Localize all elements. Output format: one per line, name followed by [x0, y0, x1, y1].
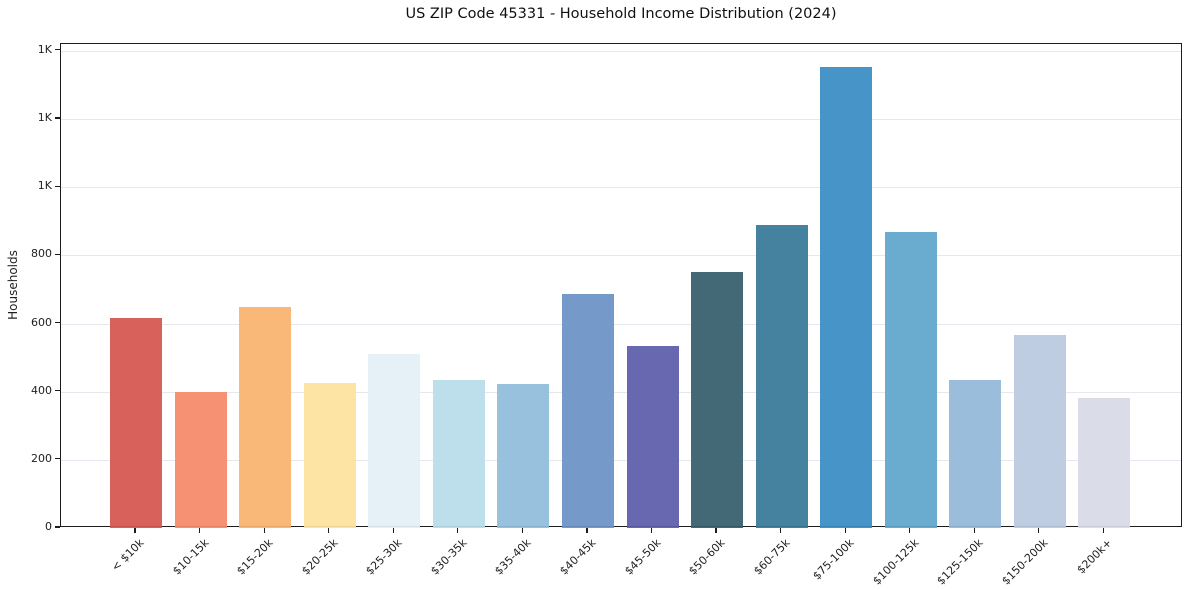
gridline	[61, 459, 1181, 461]
y-tick-mark	[55, 185, 60, 187]
gridline	[61, 255, 1181, 257]
x-tick-label: $15-20k	[234, 536, 276, 578]
y-tick-label: 1K	[37, 42, 52, 56]
bar	[174, 392, 227, 528]
bar	[626, 346, 679, 528]
y-tick-mark	[55, 49, 60, 51]
bar	[884, 231, 937, 528]
x-tick-label: < $10k	[108, 536, 147, 574]
y-tick-mark	[55, 526, 60, 528]
x-tick-mark	[973, 528, 975, 533]
x-tick-label: $45-50k	[621, 536, 663, 578]
y-tick-label: 0	[45, 520, 52, 533]
chart-title: US ZIP Code 45331 - Household Income Dis…	[405, 6, 837, 22]
gridline	[61, 119, 1181, 120]
x-tick-mark	[134, 528, 136, 533]
x-tick-mark	[1102, 528, 1105, 533]
x-tick-label: $40-45k	[557, 536, 599, 578]
x-tick-label: $10-15k	[169, 536, 212, 578]
plot-area	[60, 43, 1182, 528]
x-tick-mark	[521, 528, 524, 533]
bar	[1078, 397, 1131, 528]
bar	[303, 383, 356, 528]
bar	[1013, 335, 1066, 528]
bar	[691, 271, 743, 528]
gridline	[61, 50, 1181, 52]
y-tick-mark	[55, 390, 60, 392]
x-tick-mark	[715, 528, 717, 533]
y-tick-mark	[55, 321, 60, 324]
bar	[432, 380, 485, 528]
x-tick-label: $100-125k	[870, 536, 922, 588]
x-tick-label: $150-200k	[999, 536, 1051, 588]
bar	[110, 318, 162, 528]
x-tick-mark	[844, 528, 846, 533]
y-tick-label: 1K	[37, 111, 52, 124]
bar	[497, 384, 550, 528]
x-tick-label: $50-60k	[686, 536, 728, 578]
x-tick-label: $30-35k	[428, 536, 470, 578]
x-tick-label: $25-30k	[363, 536, 405, 578]
bar	[949, 380, 1002, 528]
y-tick-label: 1K	[37, 179, 52, 193]
y-tick-label: 400	[31, 383, 52, 397]
y-tick-mark	[55, 117, 60, 119]
x-tick-mark	[586, 528, 588, 533]
gridline	[61, 323, 1181, 325]
bar	[820, 67, 873, 528]
y-tick-label: 600	[31, 315, 52, 329]
x-tick-mark	[650, 528, 653, 533]
y-tick-label: 800	[31, 247, 52, 261]
x-tick-label: $75-100k	[810, 536, 857, 583]
gridline	[61, 187, 1181, 189]
x-tick-mark	[328, 528, 330, 533]
y-tick-label: 200	[31, 451, 52, 465]
x-tick-label: $125-150k	[934, 536, 986, 588]
bar	[239, 307, 292, 528]
x-tick-mark	[909, 528, 911, 533]
bar	[755, 224, 808, 528]
y-tick-mark	[55, 458, 60, 460]
y-tick-mark	[55, 253, 60, 255]
x-tick-label: $60-75k	[750, 536, 793, 578]
x-tick-mark	[1038, 528, 1040, 533]
x-tick-mark	[392, 528, 394, 533]
gridline	[61, 391, 1181, 393]
x-tick-label: $200k+	[1074, 536, 1115, 577]
x-tick-mark	[199, 528, 201, 533]
bar	[561, 294, 614, 528]
x-tick-mark	[780, 528, 782, 533]
bar	[368, 353, 421, 528]
x-tick-label: $20-25k	[298, 536, 341, 578]
x-tick-mark	[457, 528, 459, 533]
x-tick-mark	[263, 528, 265, 533]
x-tick-label: $35-40k	[492, 536, 534, 578]
